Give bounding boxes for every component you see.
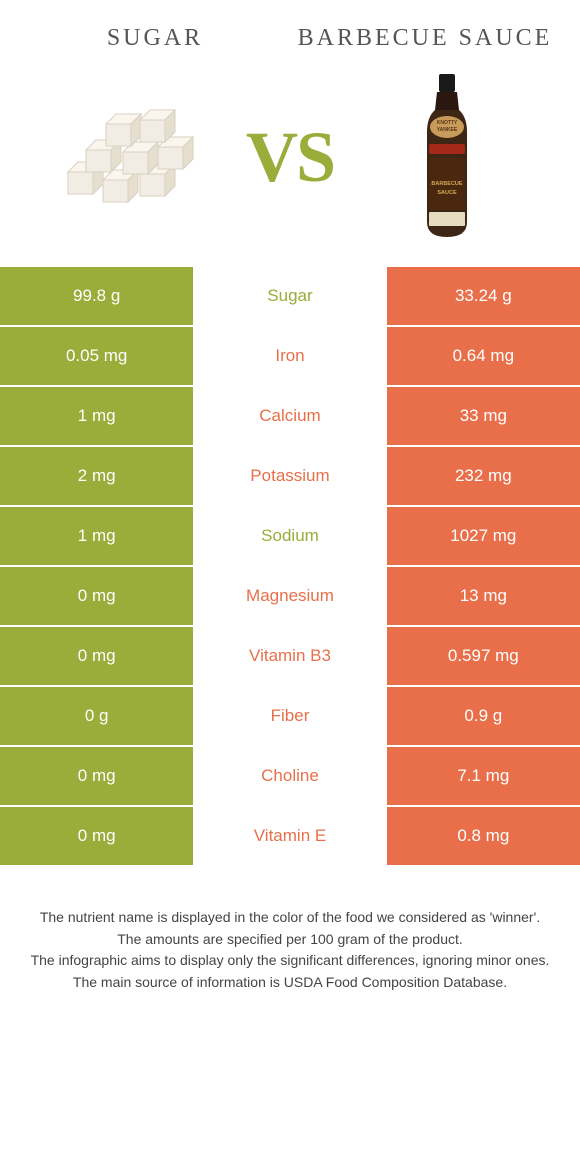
left-title: Sugar [20,25,290,52]
nutrient-label: Choline [193,747,386,805]
nutrient-label: Potassium [193,447,386,505]
nutrient-label: Sodium [193,507,386,565]
footer-line: The amounts are specified per 100 gram o… [30,929,550,951]
nutrient-label: Magnesium [193,567,386,625]
right-value: 0.64 mg [387,327,580,385]
table-row: 0.05 mgIron0.64 mg [0,327,580,387]
vs-text: VS [246,116,334,199]
svg-text:KNOTTY: KNOTTY [437,120,458,126]
left-value: 0 mg [0,807,193,865]
left-value: 2 mg [0,447,193,505]
left-value: 99.8 g [0,267,193,325]
right-value: 1027 mg [387,507,580,565]
left-value: 0 mg [0,627,193,685]
left-value: 0.05 mg [0,327,193,385]
right-value: 33.24 g [387,267,580,325]
images-row: VS KNOTTY YANKEE BARBECUE SAUCE [0,67,580,267]
table-row: 0 mgVitamin E0.8 mg [0,807,580,867]
header: Sugar Barbecue sauce [0,0,580,67]
nutrient-label: Vitamin B3 [193,627,386,685]
svg-text:SAUCE: SAUCE [437,190,457,196]
right-value: 33 mg [387,387,580,445]
right-value: 13 mg [387,567,580,625]
left-value: 1 mg [0,387,193,445]
infographic-container: Sugar Barbecue sauce VS [0,0,580,1024]
footer-line: The main source of information is USDA F… [30,972,550,994]
right-value: 0.9 g [387,687,580,745]
nutrient-label: Iron [193,327,386,385]
footer-line: The nutrient name is displayed in the co… [30,907,550,929]
table-row: 99.8 gSugar33.24 g [0,267,580,327]
svg-text:YANKEE: YANKEE [437,127,458,133]
right-value: 0.8 mg [387,807,580,865]
left-value: 0 mg [0,747,193,805]
nutrient-label: Sugar [193,267,386,325]
table-row: 0 mgVitamin B30.597 mg [0,627,580,687]
nutrient-label: Fiber [193,687,386,745]
table-row: 1 mgCalcium33 mg [0,387,580,447]
nutrient-label: Calcium [193,387,386,445]
table-row: 2 mgPotassium232 mg [0,447,580,507]
right-title: Barbecue sauce [290,25,560,52]
nutrient-label: Vitamin E [193,807,386,865]
bbq-image: KNOTTY YANKEE BARBECUE SAUCE [334,77,560,237]
right-value: 7.1 mg [387,747,580,805]
left-value: 0 mg [0,567,193,625]
right-value: 0.597 mg [387,627,580,685]
left-value: 0 g [0,687,193,745]
svg-text:BARBECUE: BARBECUE [431,181,463,187]
right-value: 232 mg [387,447,580,505]
comparison-table: 99.8 gSugar33.24 g0.05 mgIron0.64 mg1 mg… [0,267,580,867]
table-row: 1 mgSodium1027 mg [0,507,580,567]
table-row: 0 mgCholine7.1 mg [0,747,580,807]
footer-line: The infographic aims to display only the… [30,950,550,972]
table-row: 0 mgMagnesium13 mg [0,567,580,627]
left-value: 1 mg [0,507,193,565]
table-row: 0 gFiber0.9 g [0,687,580,747]
footer-notes: The nutrient name is displayed in the co… [0,867,580,1024]
sugar-image [20,77,246,237]
